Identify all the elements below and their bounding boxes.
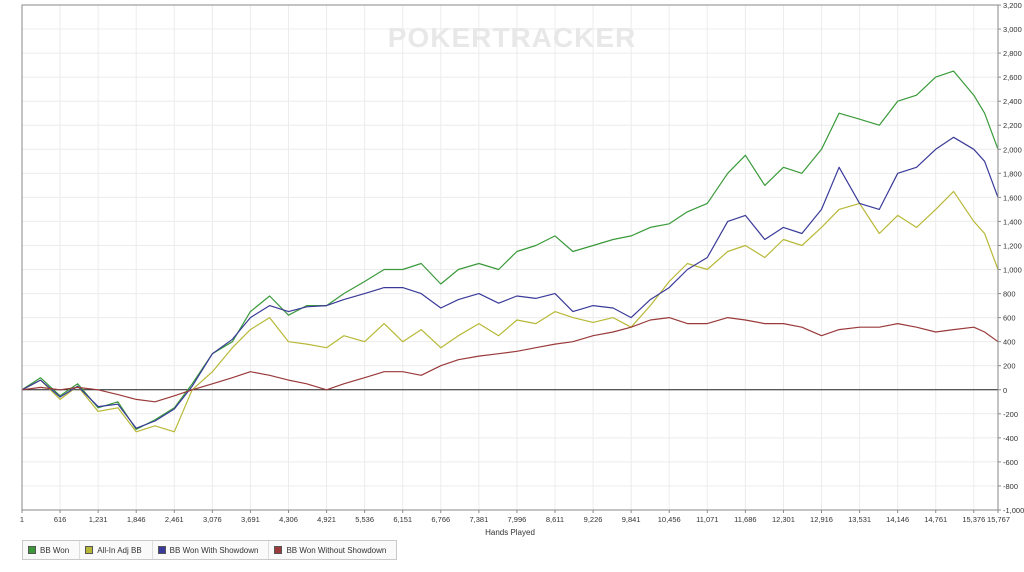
x-tick-label: 7,996 bbox=[508, 515, 527, 524]
x-tick-label: 3,076 bbox=[203, 515, 222, 524]
legend-item-bb-won-with-showdown: BB Won With Showdown bbox=[153, 541, 270, 559]
y-tick-label: 3,000 bbox=[1003, 25, 1022, 34]
y-tick-label: 2,400 bbox=[1003, 97, 1022, 106]
y-tick-label: 800 bbox=[1003, 290, 1016, 299]
x-tick-label: 15,767 bbox=[987, 515, 1010, 524]
x-tick-label: 14,146 bbox=[886, 515, 909, 524]
legend-label: BB Won bbox=[40, 545, 70, 555]
legend-swatch bbox=[85, 546, 94, 554]
y-tick-label: 1,400 bbox=[1003, 217, 1022, 226]
x-tick-label: 9,841 bbox=[622, 515, 641, 524]
watermark: POKERTRACKER bbox=[388, 22, 636, 53]
y-tick-label: 1,200 bbox=[1003, 241, 1022, 250]
legend-label: All-In Adj BB bbox=[97, 545, 142, 555]
x-tick-label: 13,531 bbox=[848, 515, 871, 524]
x-axis-title: Hands Played bbox=[485, 528, 535, 537]
x-tick-label: 616 bbox=[54, 515, 67, 524]
legend-label: BB Won Without Showdown bbox=[286, 545, 387, 555]
series-line-all-in-adj-bb bbox=[21, 190, 999, 433]
y-tick-label: 600 bbox=[1003, 314, 1016, 323]
x-tick-label: 1,231 bbox=[89, 515, 108, 524]
legend-swatch bbox=[28, 546, 36, 554]
y-tick-label: 0 bbox=[1003, 386, 1007, 395]
x-tick-label: 2,461 bbox=[165, 515, 184, 524]
x-tick-label: 3,691 bbox=[241, 515, 260, 524]
x-tick-label: 4,921 bbox=[317, 515, 336, 524]
y-tick-label: 1,000 bbox=[1003, 266, 1022, 275]
y-tick-label: 2,200 bbox=[1003, 121, 1022, 130]
x-tick-label: 4,306 bbox=[279, 515, 298, 524]
legend-swatch bbox=[274, 546, 283, 554]
y-tick-label: 200 bbox=[1003, 362, 1016, 371]
x-tick-label: 8,611 bbox=[546, 515, 564, 524]
y-tick-label: 3,200 bbox=[1003, 1, 1022, 10]
y-tick-label: -400 bbox=[1003, 434, 1018, 443]
x-tick-label: 12,301 bbox=[772, 515, 795, 524]
x-tick-label: 9,226 bbox=[584, 515, 603, 524]
x-tick-label: 11,686 bbox=[734, 515, 756, 524]
x-tick-label: 6,766 bbox=[431, 515, 450, 524]
x-tick-label: 10,456 bbox=[658, 515, 681, 524]
x-tick-label: 15,376 bbox=[962, 515, 985, 524]
legend-item-all-in-adj-bb: All-In Adj BB bbox=[80, 541, 153, 559]
series-lines bbox=[21, 70, 999, 433]
x-tick-label: 14,761 bbox=[924, 515, 947, 524]
x-tick-label: 12,916 bbox=[810, 515, 833, 524]
x-tick-label: 6,151 bbox=[393, 515, 412, 524]
y-tick-label: -1,000 bbox=[1003, 506, 1024, 515]
y-tick-label: 400 bbox=[1003, 338, 1016, 347]
y-tick-label: 1,600 bbox=[1003, 193, 1022, 202]
y-tick-label: -200 bbox=[1003, 410, 1018, 419]
y-tick-label: 2,000 bbox=[1003, 145, 1022, 154]
y-tick-label: -800 bbox=[1003, 482, 1018, 491]
legend-item-bb-won: BB Won bbox=[23, 541, 81, 559]
legend-label: BB Won With Showdown bbox=[169, 545, 259, 555]
y-tick-label: 2,600 bbox=[1003, 73, 1022, 82]
y-tick-label: -600 bbox=[1003, 458, 1018, 467]
chart-legend: BB Won All-In Adj BB BB Won With Showdown B… bbox=[22, 540, 398, 560]
legend-item-bb-won-without-showdown: BB Won Without Showdown bbox=[269, 541, 396, 559]
x-tick-label: 5,536 bbox=[355, 515, 374, 524]
series-line-bb-won-with-showdown bbox=[21, 136, 999, 429]
x-tick-label: 1,846 bbox=[127, 515, 146, 524]
x-tick-label: 7,381 bbox=[469, 515, 488, 524]
x-tick-label: 11,071 bbox=[696, 515, 718, 524]
x-tick-label: 1 bbox=[20, 515, 24, 524]
series-line-bb-won-without-showdown bbox=[21, 317, 999, 403]
y-tick-label: 1,800 bbox=[1003, 169, 1022, 178]
x-axis-ticks: 1 616 1,231 1,846 2,461 3,076 3,691 4,306 4,921 5… bbox=[20, 510, 1010, 524]
y-axis-ticks: -1,000 -800 -600 -400 -200 0 200 400 600 800 1,000… bbox=[998, 1, 1024, 515]
y-tick-label: 2,800 bbox=[1003, 49, 1022, 58]
legend-swatch bbox=[157, 546, 166, 554]
